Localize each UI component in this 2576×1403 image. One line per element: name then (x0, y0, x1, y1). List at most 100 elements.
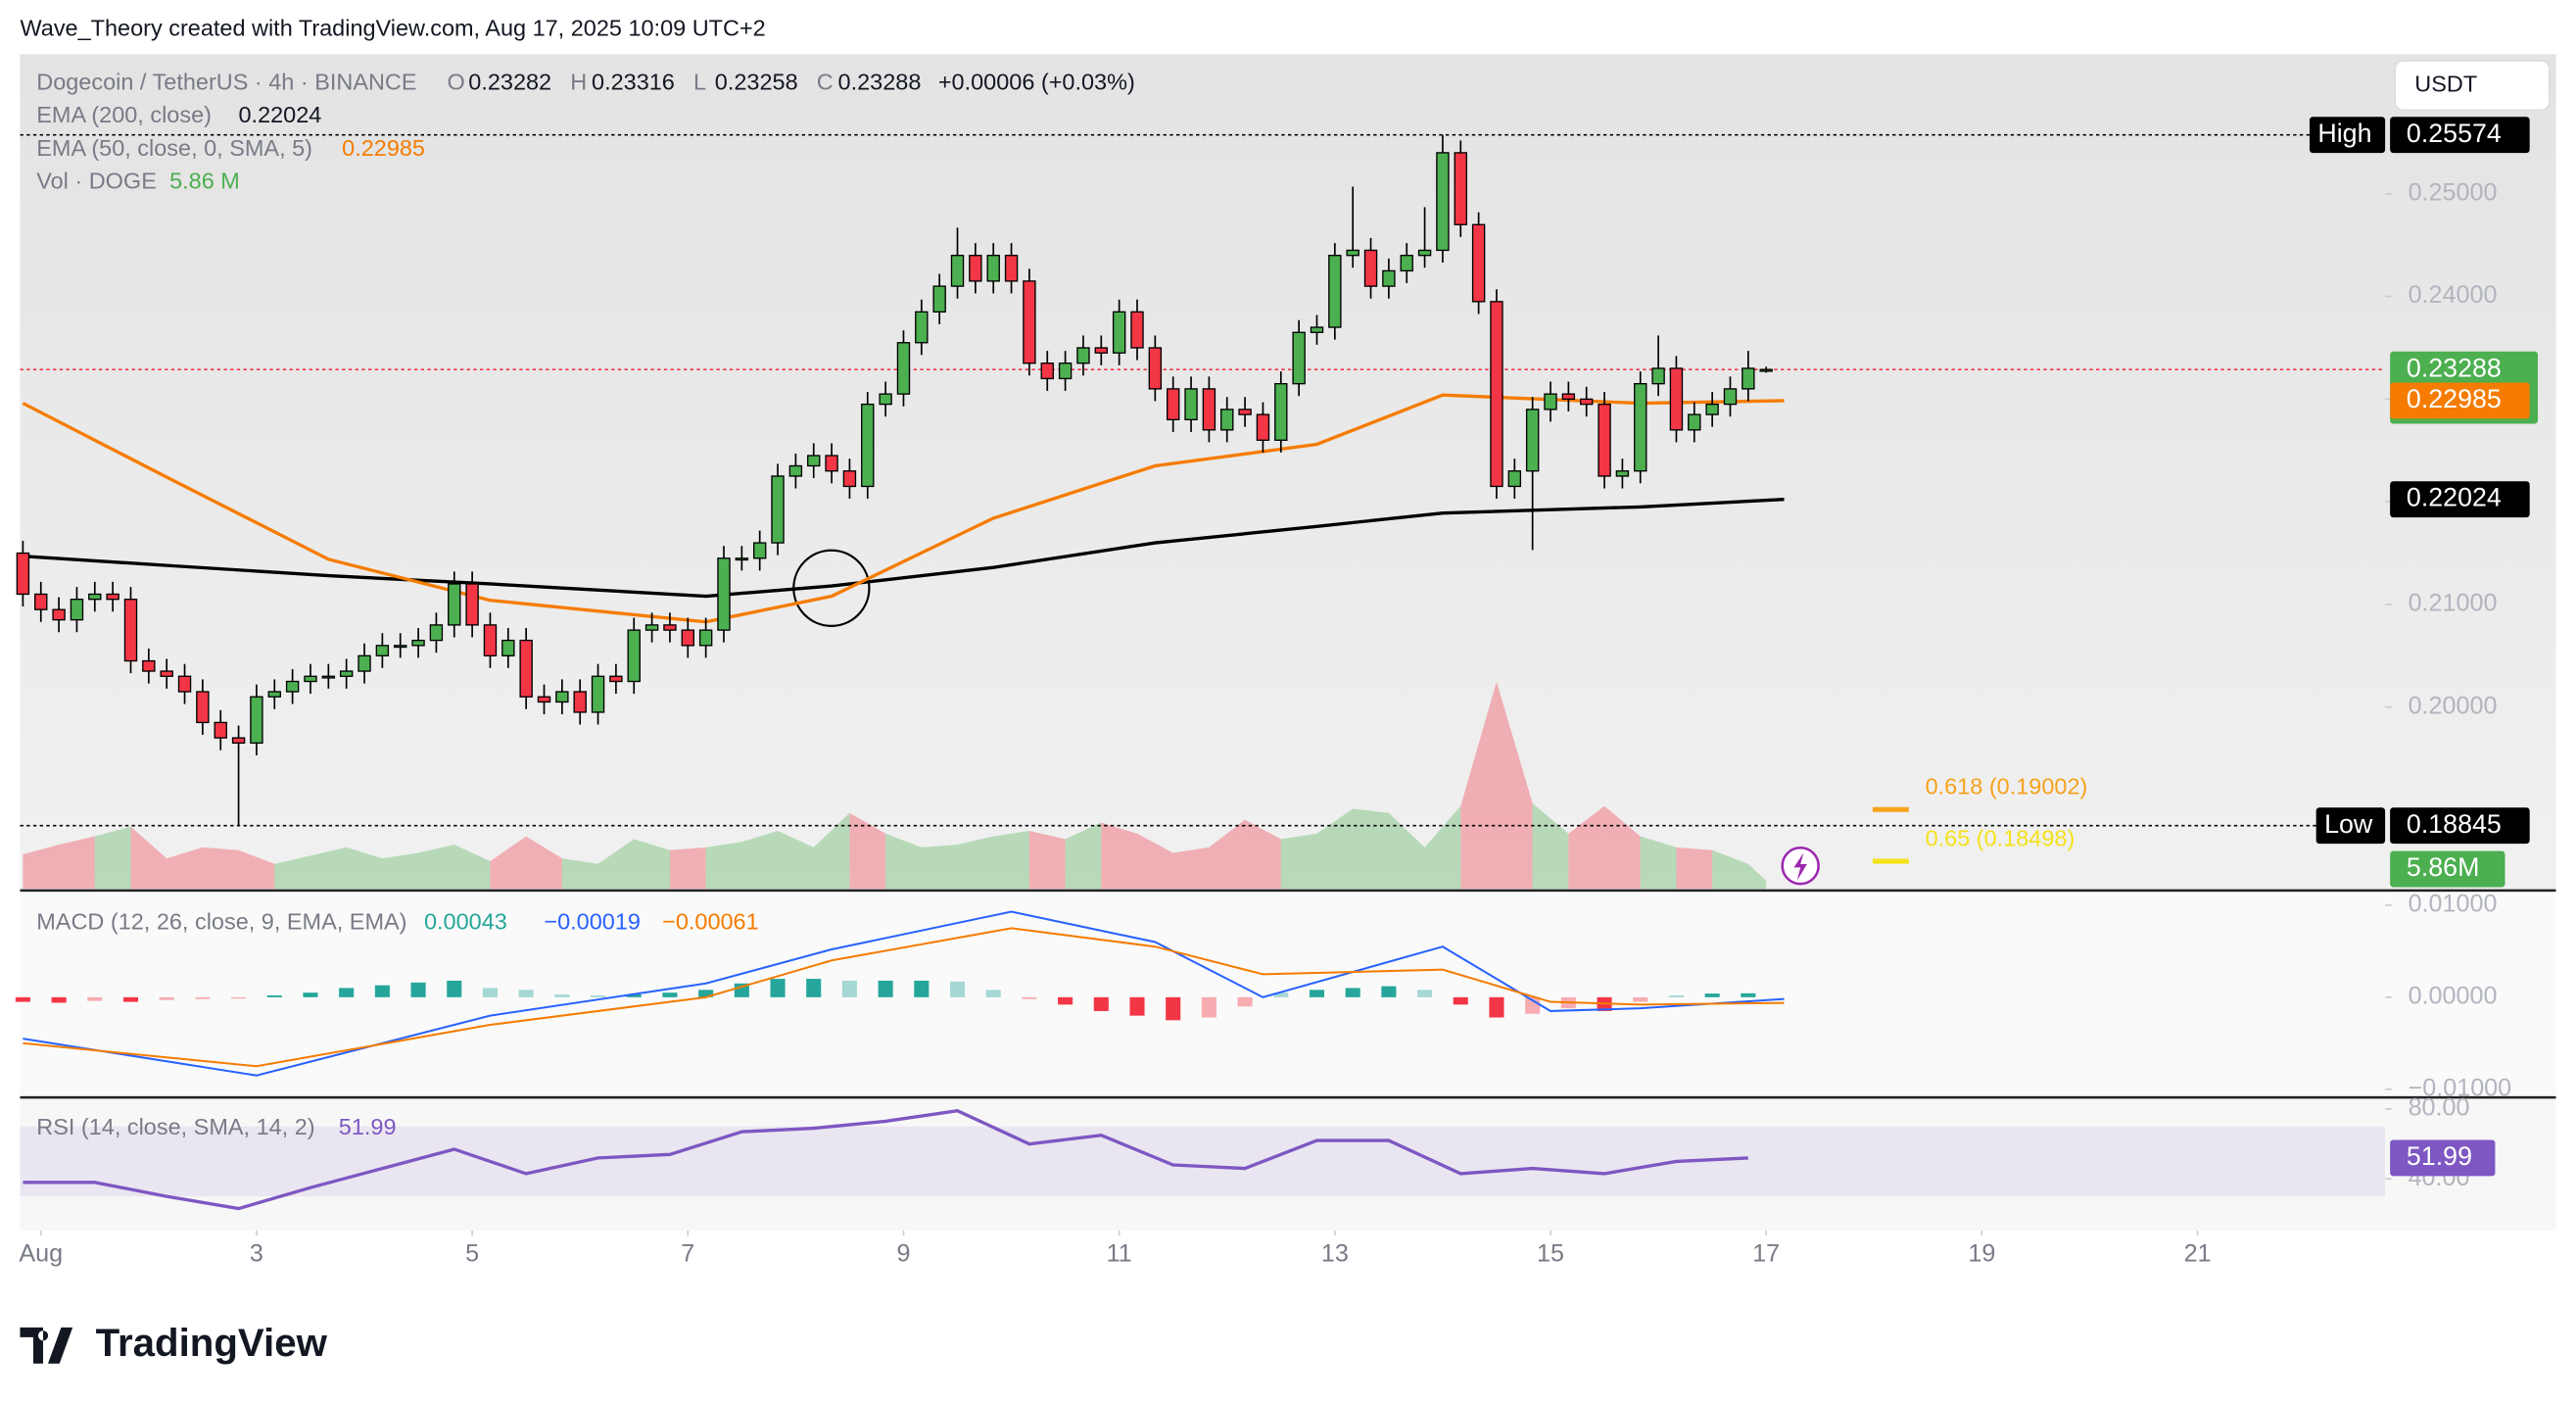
candle (1688, 402, 1701, 443)
macd-histogram-bar (1345, 988, 1360, 997)
candle-body (142, 659, 156, 672)
candle (375, 633, 390, 668)
candle-body (1166, 388, 1180, 421)
macd-histogram-bar (1201, 996, 1216, 1018)
macd-histogram-bar (1741, 992, 1756, 997)
macd-histogram-bar (985, 990, 1001, 997)
candle (609, 663, 623, 695)
macd-histogram-bar (15, 996, 30, 1002)
x-tick-label: 5 (465, 1240, 479, 1268)
candle (52, 597, 66, 633)
macd-histogram-bar (554, 994, 570, 997)
fib-label: 0.618 (0.19002) (1926, 774, 2088, 799)
candle-body (627, 629, 641, 683)
volume-area (561, 858, 598, 890)
macd-histogram-bar (122, 996, 139, 1002)
macd-histogram-bar (591, 994, 606, 997)
macd-histogram-bar (87, 996, 103, 1001)
candle-body (861, 403, 875, 488)
volume-area (1245, 819, 1281, 890)
volume-area (59, 836, 95, 890)
candle (1220, 397, 1234, 443)
candle-body (591, 675, 605, 713)
candle (123, 587, 138, 674)
candle-body (285, 680, 300, 693)
candle-body (1634, 382, 1647, 472)
candle-body (1741, 367, 1755, 390)
volume-area (1316, 808, 1354, 890)
candle (1166, 376, 1180, 432)
candle (807, 443, 821, 479)
candle-body (1471, 223, 1486, 303)
candle-body (879, 393, 892, 406)
candle (465, 571, 479, 638)
candle-body (123, 599, 138, 662)
candle-body (1256, 413, 1270, 441)
volume-area (634, 839, 670, 890)
candle (573, 679, 587, 725)
volume-area (1676, 847, 1713, 890)
rsi-tick-label: 80.00 (2409, 1094, 2470, 1122)
candle-body (1417, 249, 1432, 257)
candle-body (88, 593, 102, 601)
ema50-tag (2390, 382, 2530, 419)
currency[interactable]: USDT (2414, 71, 2477, 96)
candle-body (644, 624, 659, 631)
macd-histogram-bar (518, 990, 534, 997)
macd-histogram-bar (51, 996, 67, 1003)
candle (1669, 356, 1684, 443)
candle-body (448, 583, 461, 626)
x-tick-label: 17 (1752, 1240, 1780, 1268)
candle (358, 643, 371, 684)
macd-histogram-bar (914, 980, 930, 997)
candle (1651, 335, 1665, 397)
ema200-legend: EMA (200, close) (36, 102, 212, 127)
candle (698, 617, 713, 658)
candle-body (1184, 388, 1198, 421)
candle-body (698, 629, 713, 647)
candle-body (1688, 413, 1701, 431)
candle (842, 459, 857, 500)
candle (663, 612, 677, 643)
x-tick-label: 15 (1537, 1240, 1564, 1268)
candle-body (932, 285, 946, 313)
volume-area (993, 830, 1029, 890)
candle (16, 540, 30, 607)
macd-histogram-bar (806, 979, 822, 997)
candle (1741, 351, 1755, 402)
volume-area (1280, 833, 1317, 890)
candle (1759, 366, 1773, 373)
volume-area (1460, 681, 1497, 890)
volume-area (1424, 805, 1461, 890)
candle-body (1382, 269, 1396, 287)
volume-area (1136, 833, 1173, 890)
x-tick-label: 3 (250, 1240, 263, 1268)
volume-area (1388, 812, 1425, 890)
candle (1130, 299, 1144, 361)
currency-button[interactable] (2394, 60, 2551, 112)
header: Wave_Theory created with TradingView.com… (20, 15, 765, 40)
macd-histogram-bar (1417, 990, 1433, 997)
candle (735, 546, 749, 571)
volume-area (705, 842, 742, 890)
candle-body (1507, 470, 1522, 488)
volume-legend: Vol · DOGE (36, 168, 157, 193)
candle-body (1292, 331, 1306, 385)
candle (1310, 314, 1324, 345)
high-label: High (2317, 119, 2371, 148)
candle-body (501, 639, 515, 656)
macd-value: −0.00019 (544, 909, 641, 935)
macd-histogram-bar (482, 988, 499, 997)
macd-histogram-bar (1166, 996, 1181, 1021)
low-value: 0.18845 (2407, 809, 2502, 839)
x-tick-label: 7 (681, 1240, 694, 1268)
volume-area (1604, 805, 1641, 890)
macd-histogram-bar (266, 994, 282, 997)
candle-body (1544, 393, 1557, 411)
candle-body (339, 670, 354, 677)
ohlc-value: 0.23282 (468, 70, 551, 95)
volume-area (274, 855, 310, 890)
candle-body (1525, 409, 1540, 472)
macd-histogram-bar (374, 985, 390, 997)
macd-histogram-bar (447, 980, 462, 997)
